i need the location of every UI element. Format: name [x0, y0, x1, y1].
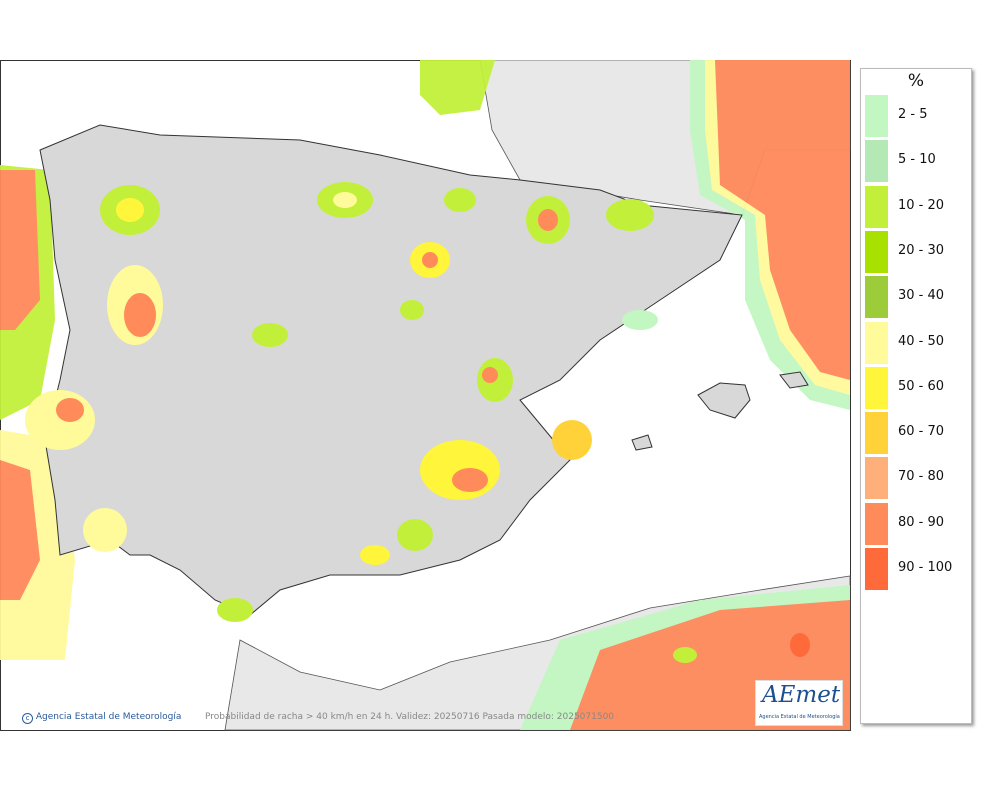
legend-swatch	[865, 412, 888, 455]
legend-swatch	[865, 548, 888, 590]
legend-label: 50 - 60	[898, 378, 945, 394]
legend-item: 60 - 70	[865, 412, 969, 455]
legend-item: 50 - 60	[865, 366, 969, 409]
legend-item: 2 - 5	[865, 95, 969, 137]
legend-swatch	[865, 457, 888, 500]
legend-swatch	[865, 276, 888, 319]
legend-swatch	[865, 321, 888, 364]
logo-subtitle: Agencia Estatal de Meteorología	[759, 714, 840, 720]
legend-label: 80 - 90	[898, 514, 945, 530]
iberia	[39, 124, 743, 616]
legend-label: 60 - 70	[898, 424, 945, 440]
legend-label: 2 - 5	[898, 107, 928, 122]
legend-item: 80 - 90	[865, 502, 969, 545]
legend-title: %	[907, 71, 925, 91]
copyright-icon: c	[22, 713, 33, 724]
logo-name: AEmet	[762, 682, 841, 708]
legend-label: 5 - 10	[898, 152, 936, 168]
legend-swatch	[865, 230, 888, 273]
legend-swatch	[865, 140, 888, 183]
legend-label: 40 - 50	[898, 333, 945, 349]
legend-label: 20 - 30	[898, 242, 945, 258]
legend-item: 90 - 100	[865, 548, 969, 590]
menorca	[779, 371, 809, 389]
legend-swatch	[865, 185, 888, 228]
legend-item: 20 - 30	[865, 230, 969, 273]
legend-label: 90 - 100	[898, 560, 953, 575]
logo: AEmet Agencia Estatal de Meteorología	[755, 680, 843, 726]
credit-text: Agencia Estatal de Meteorología	[35, 712, 182, 722]
mallorca	[697, 382, 751, 419]
credit: c Agencia Estatal de Meteorología	[22, 712, 181, 724]
legend-swatch	[865, 95, 888, 137]
legend-label: 70 - 80	[898, 469, 945, 485]
legend-item: 70 - 80	[865, 457, 969, 500]
legend-swatch	[865, 502, 888, 545]
legend-label: 10 - 20	[898, 197, 945, 213]
legend-item: 40 - 50	[865, 321, 969, 364]
legend-item: 5 - 10	[865, 140, 969, 183]
ibiza	[631, 434, 653, 451]
legend-item: 30 - 40	[865, 276, 969, 319]
legend-label: 30 - 40	[898, 288, 945, 304]
legend-item: 10 - 20	[865, 185, 969, 228]
map	[0, 60, 851, 731]
legend-swatch	[865, 366, 888, 409]
legend: % 2 - 5 5 - 10 10 - 20 20 - 30 30 - 40 40 - 5…	[860, 68, 972, 724]
land-zones	[25, 182, 810, 663]
caption: Probabilidad de racha > 40 km/h en 24 h.…	[205, 712, 615, 722]
